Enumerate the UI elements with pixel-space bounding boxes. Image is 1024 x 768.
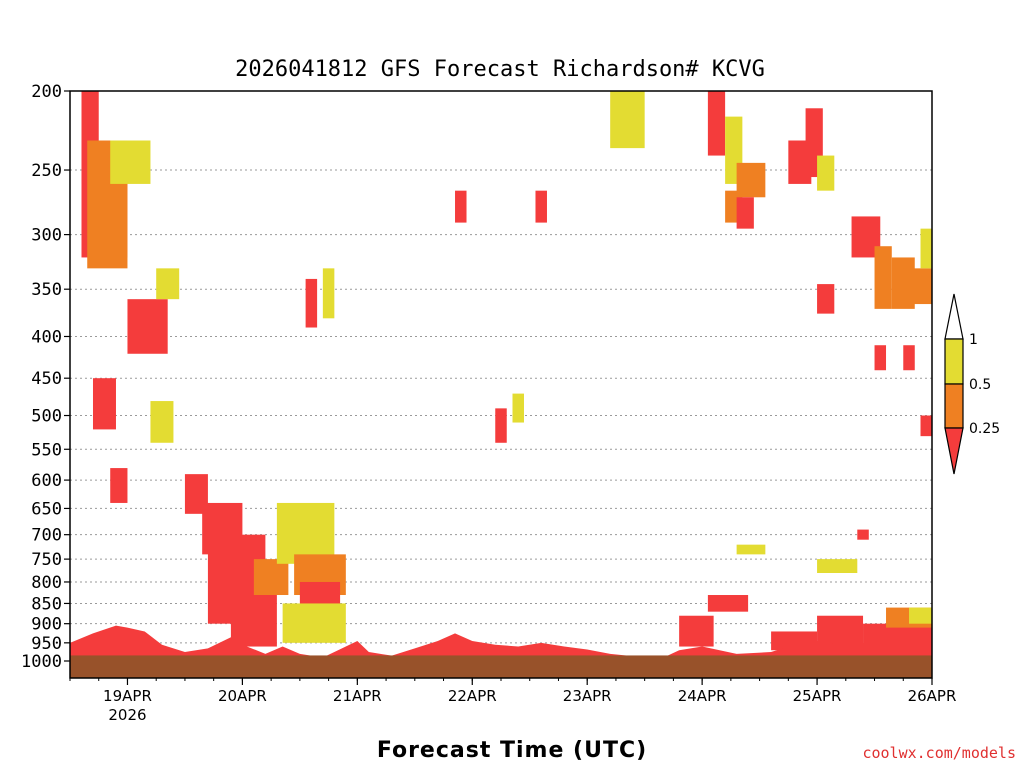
y-axis: 200 250 300 350 400 450 500 550 600 650 700 750 8008… — [21, 82, 70, 672]
credit-link[interactable]: coolwx.com/models — [862, 744, 1016, 762]
x-tick-label: 24APR — [678, 687, 727, 705]
x-tick-sublabel: 2026 — [108, 706, 146, 724]
y-tick-label: 700 — [31, 526, 62, 546]
ri-cell-05_1 — [817, 155, 835, 191]
ri-cell-lt025 — [817, 615, 864, 647]
ri-cell-lt025 — [874, 345, 887, 371]
x-tick-label: 22APR — [448, 687, 497, 705]
x-axis-label: Forecast Time (UTC) — [377, 738, 647, 763]
x-tick-label: 23APR — [563, 687, 612, 705]
y-tick-label: 750 — [31, 550, 62, 570]
legend-swatch — [944, 383, 964, 429]
y-tick-label: 300 — [31, 226, 62, 246]
ri-cell-05_1 — [282, 603, 346, 643]
ri-cell-lt025 — [455, 190, 467, 223]
legend-swatch-bottom — [944, 427, 964, 475]
ground-layer — [70, 655, 932, 678]
ri-cell-05_1 — [817, 559, 858, 574]
ri-cell-lt025 — [305, 278, 318, 328]
ri-cell-05_1 — [156, 268, 180, 300]
x-tick-label: 26APR — [908, 687, 957, 705]
ri-cell-lt025 — [110, 468, 128, 503]
y-tick-label: 1000 — [21, 652, 62, 672]
ri-cell-lt025 — [679, 615, 714, 647]
legend-label: 0.25 — [969, 421, 1000, 437]
boundary-layer-fill — [70, 625, 932, 658]
x-tick-label: 20APR — [218, 687, 267, 705]
y-tick-label: 450 — [31, 369, 62, 389]
color-legend: 1 0.5 0.25 — [944, 293, 1000, 475]
ri-cell-lt025 — [920, 415, 932, 437]
y-tick-label: 900 — [31, 615, 62, 635]
x-tick-label: 19APR — [103, 687, 152, 705]
ri-cell-05_1 — [610, 91, 645, 149]
y-tick-label: 250 — [31, 161, 62, 181]
y-tick-label: 850 — [31, 594, 62, 614]
ri-cell-lt025 — [736, 197, 754, 229]
boundary-layer — [70, 625, 932, 658]
heatmap-cells — [81, 91, 932, 651]
ri-cell-lt025 — [127, 299, 168, 354]
x-tick-label: 21APR — [333, 687, 382, 705]
ri-cell-05_1 — [909, 607, 932, 624]
ri-cell-025_05 — [874, 246, 892, 309]
y-tick-label: 200 — [31, 82, 62, 102]
y-tick-label: 950 — [31, 634, 62, 654]
ri-cell-05_1 — [920, 228, 932, 269]
ri-cell-lt025 — [857, 529, 869, 540]
legend-swatch — [944, 338, 964, 385]
ri-cell-05_1 — [512, 393, 524, 423]
legend-label: 1 — [969, 332, 978, 348]
x-tick-label: 25APR — [793, 687, 842, 705]
ri-cell-05_1 — [110, 140, 151, 184]
legend-label: 0.5 — [969, 377, 991, 393]
ri-cell-lt025 — [92, 378, 116, 430]
ri-cell-lt025 — [817, 284, 835, 314]
y-tick-label: 600 — [31, 471, 62, 491]
y-tick-label: 650 — [31, 499, 62, 519]
ri-cell-lt025 — [707, 91, 726, 156]
y-tick-label: 550 — [31, 440, 62, 460]
legend-swatch-top — [944, 293, 964, 340]
ri-cell-05_1 — [322, 268, 335, 319]
y-tick-label: 350 — [31, 280, 62, 300]
ri-cell-025_05 — [253, 559, 289, 596]
ri-cell-lt025 — [535, 190, 547, 223]
ri-cell-lt025 — [495, 408, 507, 443]
y-tick-label: 500 — [31, 407, 62, 427]
ri-cell-025_05 — [903, 268, 932, 305]
ri-cell-05_1 — [736, 544, 766, 555]
grid-lines — [70, 169, 932, 644]
y-tick-label: 400 — [31, 327, 62, 347]
ri-cell-05_1 — [276, 502, 335, 564]
ri-cell-05_1 — [150, 401, 174, 443]
y-tick-label: 800 — [31, 573, 62, 593]
chart-title: 2026041812 GFS Forecast Richardson# KCVG — [235, 57, 765, 82]
ri-cell-lt025 — [707, 595, 749, 612]
ri-cell-lt025 — [903, 345, 915, 371]
